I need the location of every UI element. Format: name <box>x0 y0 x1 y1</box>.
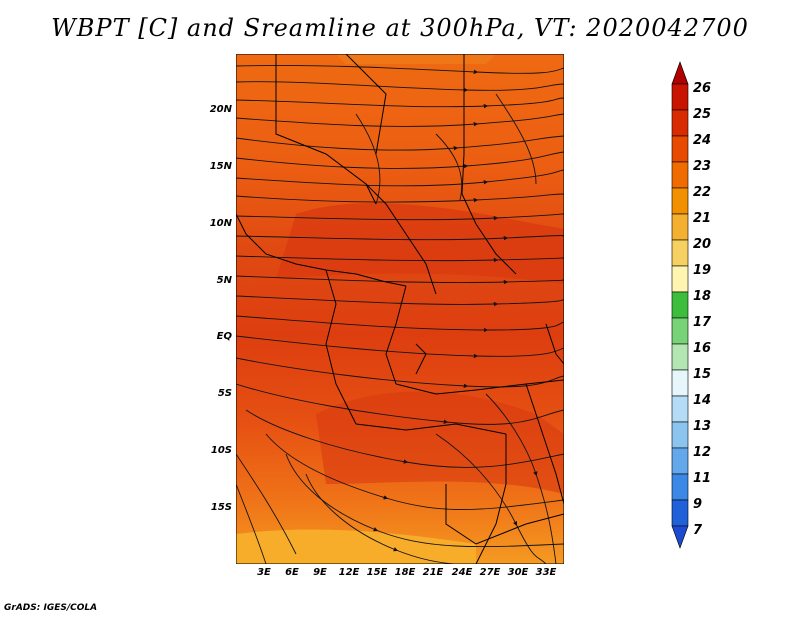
lon-label-24e: 24E <box>451 567 473 578</box>
colorbar <box>671 61 689 549</box>
colorbar-swatch <box>671 187 689 215</box>
colorbar-label-24: 24 <box>693 133 712 148</box>
colorbar-swatch <box>671 161 689 189</box>
colorbar-swatch <box>671 239 689 267</box>
colorbar-swatch <box>671 395 689 423</box>
colorbar-swatch <box>671 369 689 397</box>
wbpt-streamline-map <box>235 53 565 566</box>
lat-label-15s: 15S <box>210 502 232 513</box>
colorbar-swatch <box>671 317 689 345</box>
colorbar-swatch <box>671 499 689 527</box>
colorbar-swatch <box>671 61 689 85</box>
colorbar-swatch <box>671 109 689 137</box>
colorbar-swatch <box>671 213 689 241</box>
colorbar-swatch <box>671 135 689 163</box>
lon-label-6e: 6E <box>285 567 299 578</box>
colorbar-label-25: 25 <box>693 107 712 122</box>
lat-label-5s: 5S <box>217 388 232 399</box>
colorbar-label-14: 14 <box>693 393 712 408</box>
colorbar-label-26: 26 <box>693 81 712 96</box>
warm-patch-south <box>316 391 564 494</box>
colorbar-label-22: 22 <box>693 185 712 200</box>
country-borders <box>235 53 565 565</box>
lon-label-33e: 33E <box>535 567 557 578</box>
colorbar-label-7: 7 <box>693 523 703 538</box>
colorbar-label-20: 20 <box>693 237 712 252</box>
lon-label-27e: 27E <box>479 567 501 578</box>
colorbar-swatch <box>671 473 689 501</box>
colorbar-swatch <box>671 525 689 549</box>
colorbar-label-17: 17 <box>693 315 712 330</box>
colorbar-swatch <box>671 265 689 293</box>
cool-patch-southwest <box>236 529 476 564</box>
lon-label-30e: 30E <box>507 567 529 578</box>
colorbar-swatch <box>671 447 689 475</box>
lat-label-20n: 20N <box>209 104 232 115</box>
colorbar-label-15: 15 <box>693 367 712 382</box>
grads-credit: GrADS: IGES/COLA <box>4 603 98 613</box>
lat-label-5n: 5N <box>216 275 232 286</box>
colorbar-label-23: 23 <box>693 159 712 174</box>
colorbar-label-13: 13 <box>693 419 712 434</box>
lon-label-18e: 18E <box>394 567 416 578</box>
colorbar-label-9: 9 <box>693 497 703 512</box>
warm-band <box>276 203 564 284</box>
lat-label-10s: 10S <box>210 445 232 456</box>
colorbar-label-18: 18 <box>693 289 712 304</box>
cool-patch-north <box>336 54 496 64</box>
colorbar-swatch <box>671 291 689 319</box>
colorbar-swatch <box>671 83 689 111</box>
lon-label-3e: 3E <box>257 567 271 578</box>
colorbar-label-19: 19 <box>693 263 712 278</box>
colorbar-label-16: 16 <box>693 341 712 356</box>
lat-label-10n: 10N <box>209 218 232 229</box>
plot-title: WBPT [C] and Sreamline at 300hPa, VT: 20… <box>51 14 749 42</box>
lat-label-eq: EQ <box>216 331 232 342</box>
colorbar-label-11: 11 <box>693 471 712 486</box>
lon-label-15e: 15E <box>366 567 388 578</box>
lon-label-21e: 21E <box>422 567 444 578</box>
colorbar-label-21: 21 <box>693 211 712 226</box>
lon-label-9e: 9E <box>313 567 327 578</box>
colorbar-swatch <box>671 343 689 371</box>
lon-label-12e: 12E <box>338 567 360 578</box>
colorbar-swatch <box>671 421 689 449</box>
map-panel <box>235 53 565 566</box>
colorbar-label-12: 12 <box>693 445 712 460</box>
lat-label-15n: 15N <box>209 161 232 172</box>
